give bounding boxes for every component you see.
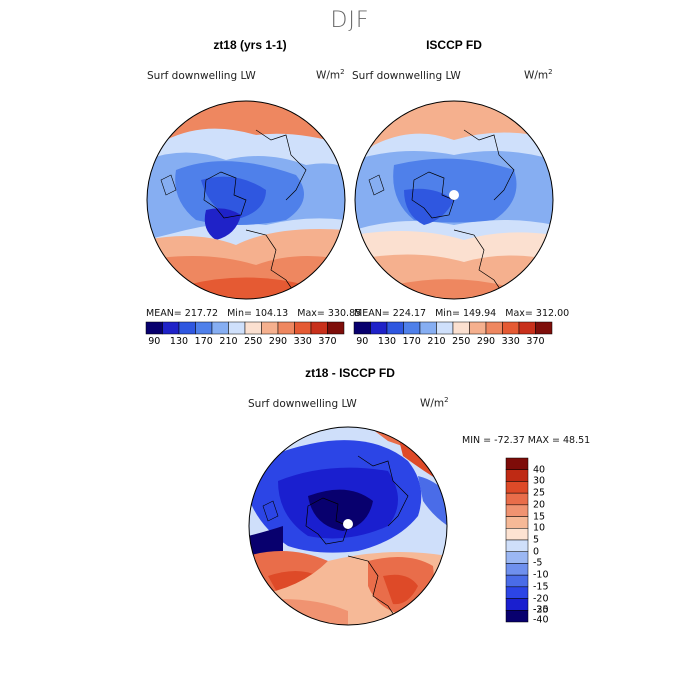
panel1-colorbar (145, 321, 345, 335)
colorbar-swatch (419, 321, 437, 335)
colorbar-swatch (505, 481, 529, 494)
colorbar-tick: -20 (533, 593, 549, 605)
colorbar-swatch (327, 321, 345, 335)
panel1-title: zt18 (yrs 1-1) (213, 38, 287, 52)
colorbar-swatch (162, 321, 180, 335)
colorbar-swatch (436, 321, 454, 335)
panel2-units: W/m2 (524, 68, 553, 82)
colorbar-tick: 90 (148, 336, 161, 347)
colorbar-swatch (294, 321, 312, 335)
colorbar-swatch (485, 321, 503, 335)
colorbar-swatch (505, 539, 529, 552)
colorbar-swatch (211, 321, 229, 335)
colorbar-tick: 290 (268, 336, 288, 347)
panel2-colorbar (353, 321, 553, 335)
colorbar-swatch (505, 610, 529, 623)
colorbar-swatch (505, 551, 529, 564)
panel1-units: W/m2 (316, 68, 345, 82)
colorbar-swatch (145, 321, 163, 335)
colorbar-tick: 25 (533, 487, 546, 499)
colorbar-swatch (403, 321, 421, 335)
panel2-stats: MEAN= 224.17 Min= 149.94 Max= 312.00 (354, 308, 570, 319)
colorbar-tick: 250 (244, 336, 263, 347)
panel3-colorbar (505, 457, 529, 623)
colorbar-swatch (452, 321, 470, 335)
colorbar-tick: 170 (402, 336, 421, 347)
panel2-title: ISCCP FD (426, 38, 482, 52)
colorbar-tick: 90 (356, 336, 369, 347)
colorbar-tick: 370 (318, 336, 337, 347)
colorbar-swatch (505, 516, 529, 529)
colorbar-tick: -25 (533, 604, 549, 616)
colorbar-swatch (178, 321, 196, 335)
colorbar-swatch (518, 321, 536, 335)
colorbar-tick: 130 (377, 336, 397, 347)
panel3-units: W/m2 (420, 396, 449, 410)
panel2-colorbar-ticks: 90 130 170 210 250 290 330 370 (354, 336, 552, 350)
colorbar-swatch (505, 528, 529, 541)
colorbar-tick: 5 (533, 534, 540, 546)
colorbar-swatch (505, 574, 529, 588)
colorbar-swatch (261, 321, 279, 335)
panel3-stats: MIN = -72.37 MAX = 48.51 (462, 435, 591, 446)
colorbar-tick: 20 (533, 499, 546, 511)
colorbar-swatch (469, 321, 487, 335)
colorbar-swatch (535, 321, 553, 335)
colorbar-tick: 10 (533, 522, 546, 534)
colorbar-tick: 330 (501, 336, 520, 347)
colorbar-tick: 40 (533, 464, 546, 476)
colorbar-swatch (244, 321, 262, 335)
colorbar-tick: -10 (533, 569, 549, 581)
panel3-colorbar-ticks: 40 30 25 20 15 10 5 0 -5 -10 -15 -20 -25… (533, 458, 573, 625)
colorbar-tick: 330 (293, 336, 312, 347)
colorbar-tick: 370 (526, 336, 545, 347)
panel1-field-label: Surf downwelling LW (147, 70, 256, 82)
colorbar-tick: 30 (533, 475, 546, 487)
colorbar-tick: -30 (533, 604, 549, 616)
colorbar-swatch (505, 598, 529, 611)
colorbar-swatch (228, 321, 246, 335)
colorbar-tick: 210 (427, 336, 446, 347)
colorbar-swatch (310, 321, 328, 335)
colorbar-tick: 170 (194, 336, 213, 347)
panel1-stats: MEAN= 217.72 Min= 104.13 Max= 330.85 (146, 308, 362, 319)
colorbar-swatch (370, 321, 388, 335)
colorbar-swatch (505, 457, 529, 470)
panel3-polar-map (248, 426, 448, 626)
colorbar-tick: 210 (219, 336, 238, 347)
colorbar-swatch (353, 321, 371, 335)
panel3-field-label: Surf downwelling LW (248, 398, 357, 410)
colorbar-swatch (505, 504, 529, 517)
colorbar-swatch (277, 321, 295, 335)
colorbar-tick: 250 (452, 336, 471, 347)
colorbar-swatch (505, 563, 529, 576)
panel2-polar-map (354, 100, 554, 300)
colorbar-swatch (505, 492, 529, 506)
colorbar-tick: -15 (533, 581, 549, 593)
colorbar-tick: -5 (533, 557, 543, 569)
colorbar-swatch (505, 469, 529, 482)
colorbar-tick: 15 (533, 511, 546, 523)
colorbar-swatch (502, 321, 520, 335)
colorbar-tick: 130 (169, 336, 189, 347)
panel3-title: zt18 - ISCCP FD (305, 366, 395, 380)
colorbar-tick: 0 (533, 546, 540, 558)
colorbar-tick: 290 (476, 336, 496, 347)
colorbar-tick: -40 (533, 614, 549, 626)
panel2-field-label: Surf downwelling LW (352, 70, 461, 82)
colorbar-swatch (505, 586, 529, 599)
page-title: DJF (330, 8, 370, 33)
colorbar-swatch (195, 321, 213, 335)
panel1-polar-map (146, 100, 346, 300)
panel1-colorbar-ticks: 90 130 170 210 250 290 330 370 (146, 336, 344, 350)
colorbar-swatch (386, 321, 404, 335)
